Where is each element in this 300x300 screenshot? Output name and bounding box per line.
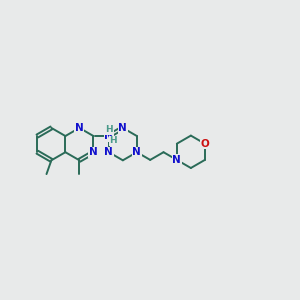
Text: N: N	[133, 147, 141, 157]
Text: N: N	[104, 147, 113, 157]
Text: H: H	[105, 125, 112, 134]
Text: H: H	[109, 136, 117, 146]
Text: N: N	[172, 155, 181, 165]
Text: N: N	[104, 131, 113, 141]
Text: N: N	[75, 123, 84, 133]
Text: O: O	[200, 139, 209, 149]
Text: N: N	[89, 147, 98, 157]
Text: N: N	[118, 123, 127, 133]
